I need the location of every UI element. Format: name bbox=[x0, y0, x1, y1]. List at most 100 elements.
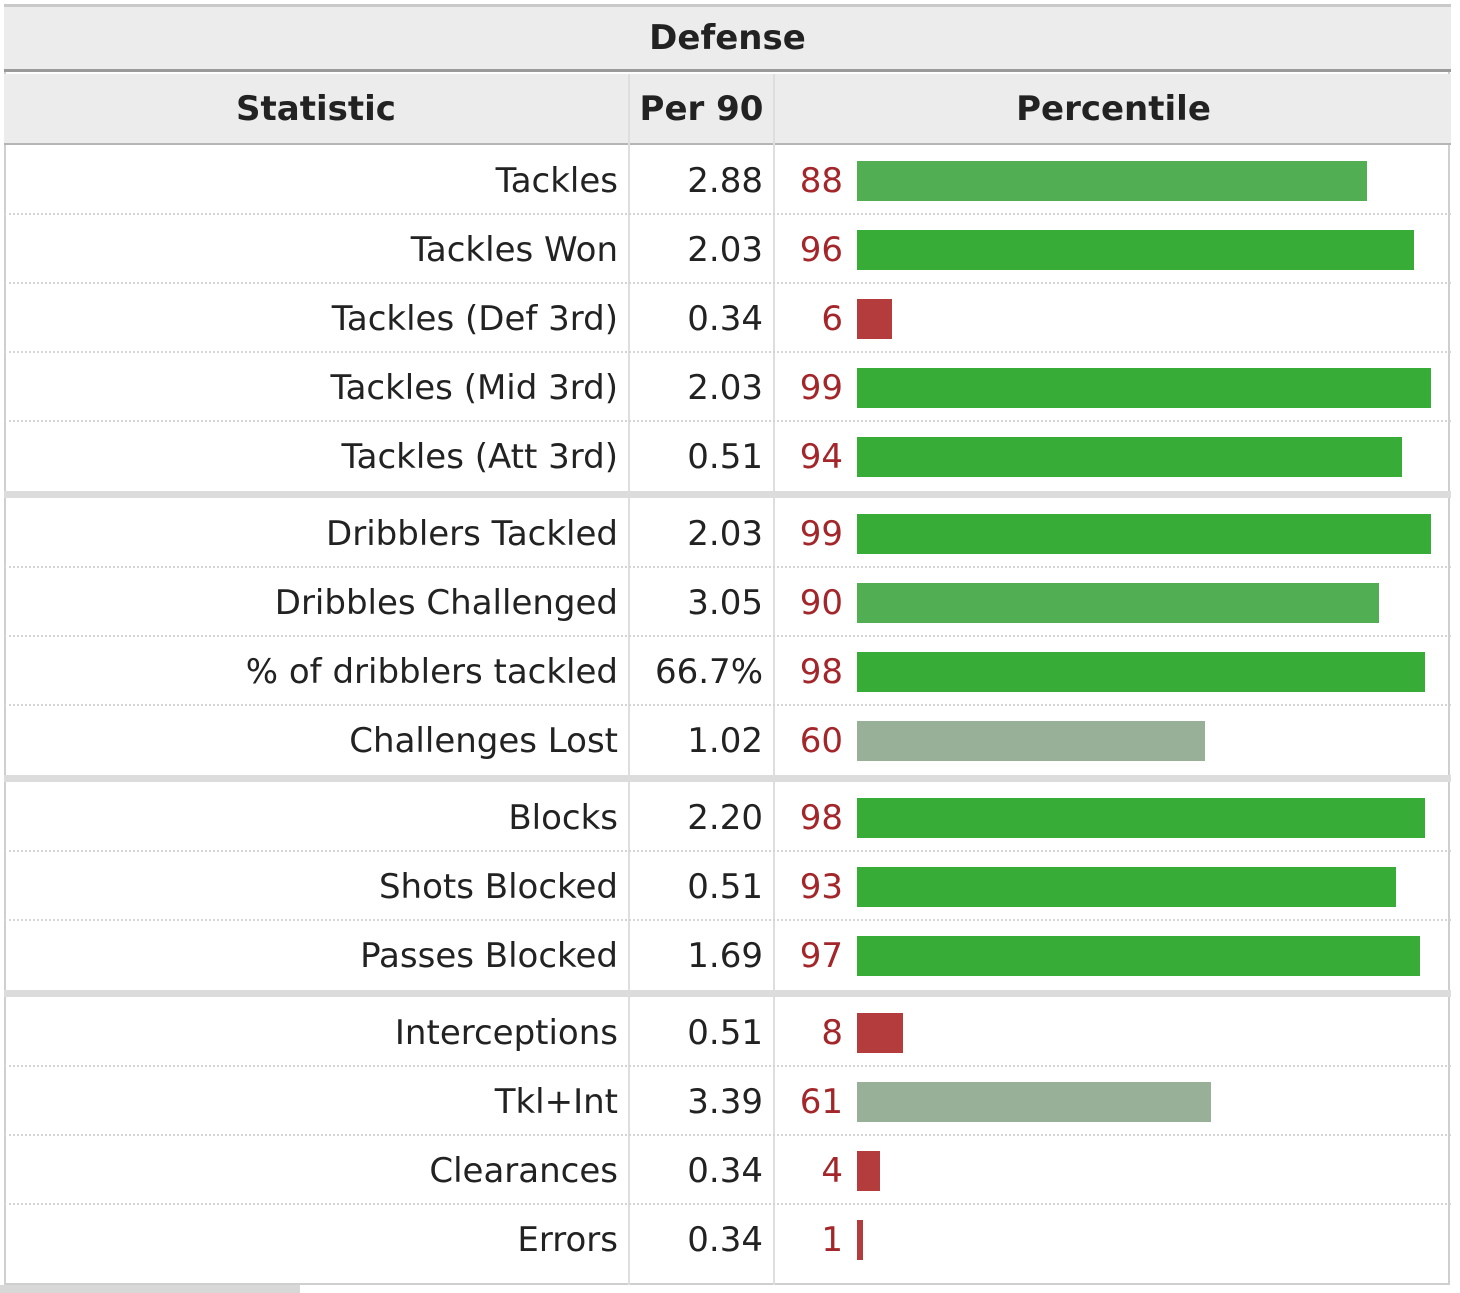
percentile-bar bbox=[857, 160, 1367, 201]
row-divider bbox=[4, 566, 1451, 568]
header-statistic[interactable]: Statistic bbox=[236, 88, 396, 129]
per90-value: 3.39 bbox=[687, 1081, 763, 1122]
table-row: Shots Blocked 0.51 93 bbox=[4, 852, 1451, 921]
percentile-bar bbox=[857, 1081, 1211, 1122]
percentile-label: 61 bbox=[799, 1081, 843, 1122]
statistic-label: Shots Blocked bbox=[378, 866, 618, 907]
statistic-label: Interceptions bbox=[394, 1012, 618, 1053]
per90-value: 0.51 bbox=[687, 1012, 763, 1053]
column-divider bbox=[773, 74, 775, 1285]
table-row: Clearances 0.34 4 bbox=[4, 1136, 1451, 1205]
per90-value: 0.51 bbox=[687, 866, 763, 907]
percentile-bar bbox=[857, 935, 1420, 976]
percentile-label: 60 bbox=[799, 720, 843, 761]
percentile-label: 90 bbox=[799, 582, 843, 623]
statistic-label: Tackles (Def 3rd) bbox=[331, 298, 618, 339]
group-separator bbox=[4, 491, 1451, 498]
per90-value: 0.34 bbox=[687, 1219, 763, 1260]
per90-value: 0.34 bbox=[687, 298, 763, 339]
percentile-label: 94 bbox=[799, 436, 843, 477]
percentile-bar bbox=[857, 720, 1205, 761]
row-divider bbox=[4, 635, 1451, 637]
percentile-bar bbox=[857, 298, 892, 339]
statistic-label: Passes Blocked bbox=[360, 935, 618, 976]
row-divider bbox=[4, 1065, 1451, 1067]
table-row: Challenges Lost 1.02 60 bbox=[4, 706, 1451, 775]
percentile-label: 6 bbox=[821, 298, 843, 339]
defense-table bbox=[4, 4, 1450, 1285]
table-row: Tackles 2.88 88 bbox=[4, 146, 1451, 215]
table-row: Tackles Won 2.03 96 bbox=[4, 215, 1451, 284]
percentile-bar bbox=[857, 1150, 880, 1191]
statistic-label: Tackles Won bbox=[410, 229, 618, 270]
per90-value: 0.34 bbox=[687, 1150, 763, 1191]
scrollbar[interactable] bbox=[0, 1285, 300, 1293]
percentile-label: 99 bbox=[799, 367, 843, 408]
percentile-label: 8 bbox=[821, 1012, 843, 1053]
statistic-label: Tackles bbox=[495, 160, 618, 201]
percentile-bar bbox=[857, 513, 1431, 554]
percentile-label: 98 bbox=[799, 797, 843, 838]
percentile-bar bbox=[857, 367, 1431, 408]
row-divider bbox=[4, 919, 1451, 921]
statistic-label: Clearances bbox=[429, 1150, 618, 1191]
statistic-label: % of dribblers tackled bbox=[245, 651, 618, 692]
header-per90[interactable]: Per 90 bbox=[639, 88, 764, 129]
table-row: Blocks 2.20 98 bbox=[4, 783, 1451, 852]
statistic-label: Tkl+Int bbox=[494, 1081, 618, 1122]
per90-value: 2.20 bbox=[687, 797, 763, 838]
per90-value: 2.03 bbox=[687, 229, 763, 270]
table-title: Defense bbox=[4, 4, 1451, 72]
statistic-label: Blocks bbox=[508, 797, 618, 838]
header-percentile[interactable]: Percentile bbox=[1016, 88, 1211, 129]
percentile-bar bbox=[857, 866, 1396, 907]
percentile-bar bbox=[857, 436, 1402, 477]
per90-value: 66.7% bbox=[654, 651, 763, 692]
table-row: Interceptions 0.51 8 bbox=[4, 998, 1451, 1067]
row-divider bbox=[4, 1134, 1451, 1136]
statistic-label: Dribbles Challenged bbox=[274, 582, 618, 623]
statistic-label: Tackles (Mid 3rd) bbox=[330, 367, 618, 408]
row-divider bbox=[4, 420, 1451, 422]
per90-value: 1.69 bbox=[687, 935, 763, 976]
group-separator bbox=[4, 775, 1451, 782]
table-row: Dribbles Challenged 3.05 90 bbox=[4, 568, 1451, 637]
percentile-bar bbox=[857, 229, 1414, 270]
percentile-label: 99 bbox=[799, 513, 843, 554]
percentile-label: 93 bbox=[799, 866, 843, 907]
table-row: Dribblers Tackled 2.03 99 bbox=[4, 499, 1451, 568]
percentile-label: 96 bbox=[799, 229, 843, 270]
column-divider bbox=[628, 74, 630, 1285]
table-row: % of dribblers tackled 66.7% 98 bbox=[4, 637, 1451, 706]
table-row: Errors 0.34 1 bbox=[4, 1205, 1451, 1274]
percentile-bar bbox=[857, 651, 1425, 692]
group-separator bbox=[4, 990, 1451, 997]
percentile-bar bbox=[857, 1219, 863, 1260]
statistic-label: Challenges Lost bbox=[349, 720, 618, 761]
table-row: Tackles (Att 3rd) 0.51 94 bbox=[4, 422, 1451, 491]
per90-value: 3.05 bbox=[687, 582, 763, 623]
row-divider bbox=[4, 351, 1451, 353]
percentile-label: 88 bbox=[799, 160, 843, 201]
per90-value: 1.02 bbox=[687, 720, 763, 761]
percentile-label: 1 bbox=[821, 1219, 843, 1260]
percentile-label: 4 bbox=[821, 1150, 843, 1191]
per90-value: 2.03 bbox=[687, 367, 763, 408]
statistic-label: Errors bbox=[517, 1219, 618, 1260]
per90-value: 0.51 bbox=[687, 436, 763, 477]
percentile-bar bbox=[857, 582, 1379, 623]
percentile-bar bbox=[857, 1012, 903, 1053]
per90-value: 2.03 bbox=[687, 513, 763, 554]
percentile-bar bbox=[857, 797, 1425, 838]
percentile-label: 98 bbox=[799, 651, 843, 692]
statistic-label: Tackles (Att 3rd) bbox=[341, 436, 619, 477]
row-divider bbox=[4, 850, 1451, 852]
row-divider bbox=[4, 1203, 1451, 1205]
header-row: Statistic Per 90 Percentile bbox=[4, 74, 1451, 145]
table-row: Tkl+Int 3.39 61 bbox=[4, 1067, 1451, 1136]
statistic-label: Dribblers Tackled bbox=[326, 513, 618, 554]
row-divider bbox=[4, 704, 1451, 706]
table-row: Tackles (Mid 3rd) 2.03 99 bbox=[4, 353, 1451, 422]
per90-value: 2.88 bbox=[687, 160, 763, 201]
table-row: Passes Blocked 1.69 97 bbox=[4, 921, 1451, 990]
